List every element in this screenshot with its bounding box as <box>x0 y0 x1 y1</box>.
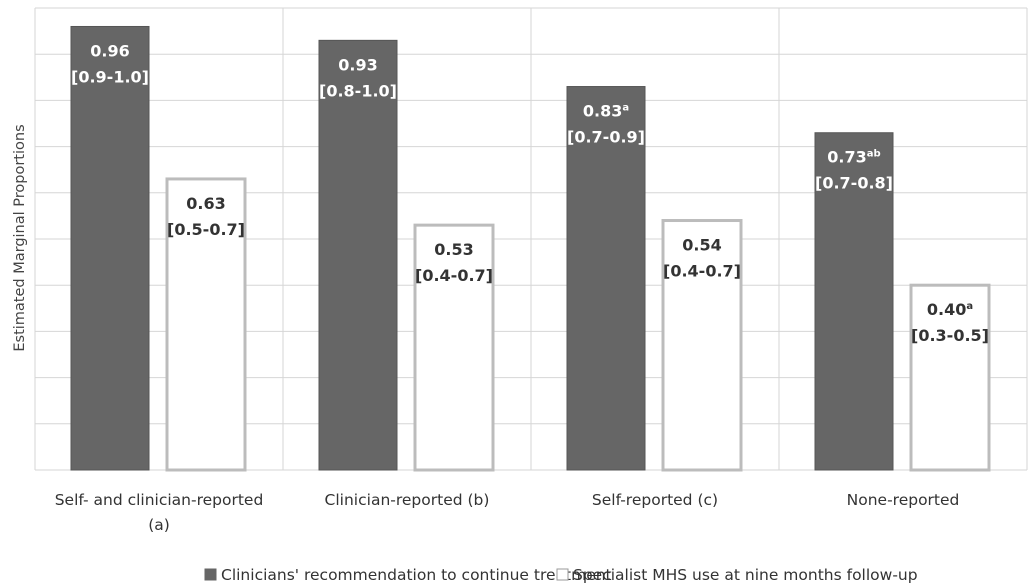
bar-ci-label: [0.4-0.7] <box>415 266 493 285</box>
category-label: Clinician-reported (b) <box>325 491 490 509</box>
legend-label: Clinicians' recommendation to continue t… <box>221 566 612 584</box>
bar <box>661 219 743 472</box>
bar-value-label: 0.54 <box>682 236 721 255</box>
category-label: Self-reported (c) <box>592 491 718 509</box>
bar-value-label: 0.93 <box>338 55 377 74</box>
legend-item: Specialist MHS use at nine months follow… <box>556 566 918 584</box>
bar-ci-label: [0.8-1.0] <box>319 81 397 100</box>
y-axis-title: Estimated Marginal Proportions <box>12 124 28 351</box>
bar-value-label: 0.53 <box>434 240 473 259</box>
bar-value-label: 0.96 <box>90 41 129 60</box>
legend-swatch <box>204 568 217 581</box>
bar <box>70 25 150 471</box>
legend: Clinicians' recommendation to continue t… <box>204 566 918 584</box>
bar-value-label: 0.83a <box>583 102 629 121</box>
bars <box>70 25 991 472</box>
bar-ci-label: [0.4-0.7] <box>663 262 741 281</box>
legend-item: Clinicians' recommendation to continue t… <box>204 566 612 584</box>
category-label: Self- and clinician-reported (a) <box>55 491 264 534</box>
bar <box>318 39 398 471</box>
bar-value-label: 0.40a <box>927 300 973 319</box>
category-label: None-reported <box>847 491 960 509</box>
bar-ci-label: [0.7-0.9] <box>567 128 645 147</box>
bar <box>814 132 894 471</box>
bar <box>566 86 646 471</box>
bar-ci-label: [0.9-1.0] <box>71 67 149 86</box>
bar <box>909 283 991 472</box>
legend-swatch <box>556 568 569 581</box>
bar-ci-label: [0.7-0.8] <box>815 174 893 193</box>
category-labels: Self- and clinician-reported (a) Clinician… <box>55 491 960 534</box>
legend-label: Specialist MHS use at nine months follow… <box>573 566 918 584</box>
bar-ci-label: [0.3-0.5] <box>911 326 989 345</box>
bar <box>165 177 247 472</box>
bar-labels: 0.96 [0.9-1.0] 0.93 [0.8-1.0] 0.83a [0.7-0.9]… <box>71 41 989 345</box>
bar-value-label: 0.63 <box>186 194 225 213</box>
bar-ci-label: [0.5-0.7] <box>167 220 245 239</box>
bar-value-label: 0.73ab <box>827 148 880 167</box>
bar <box>413 223 495 472</box>
